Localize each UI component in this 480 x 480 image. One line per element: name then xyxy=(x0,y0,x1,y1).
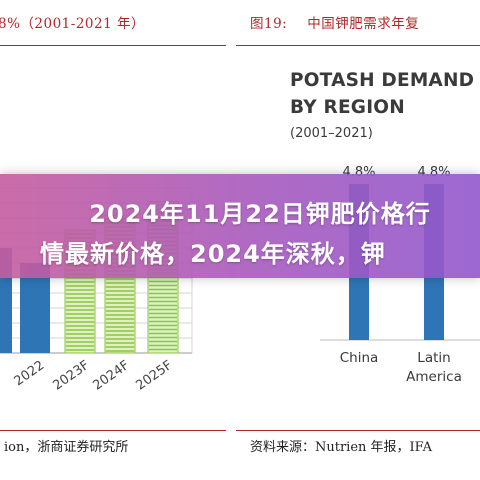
x-tick-label: 2025F xyxy=(133,358,175,394)
category-label: America xyxy=(406,369,462,385)
x-tick-label: 2023F xyxy=(50,358,92,394)
bar xyxy=(20,263,50,353)
right-source-note: 资料来源：Nutrien 年报，IFA xyxy=(250,440,432,455)
left-figure-title: 8%（2001-2021 年） xyxy=(0,16,145,32)
figure-number: 图19: xyxy=(250,16,288,32)
x-tick-label: 2022 xyxy=(12,358,48,389)
category-label: China xyxy=(340,350,379,366)
right-figure-title: 图19: 中国钾肥需求年复 xyxy=(250,12,419,32)
headline-line-2: 情最新价格，2024年深秋，钾 xyxy=(40,240,386,268)
figure-caption: 中国钾肥需求年复 xyxy=(307,16,420,32)
english-chart-title: POTASH DEMAND A BY REGION xyxy=(290,67,480,121)
x-tick-label: 2024F xyxy=(90,358,132,394)
left-top-rule xyxy=(0,45,226,46)
right-bottom-rule xyxy=(236,430,480,431)
left-bottom-rule xyxy=(0,430,226,431)
right-top-rule xyxy=(236,45,480,46)
left-source-note: ion，浙商证券研究所 xyxy=(4,440,129,455)
english-title-line-2: BY REGION xyxy=(290,97,405,118)
headline-line-1: 2024年11月22日钾肥价格行 xyxy=(89,200,431,228)
category-label: Latin xyxy=(417,350,450,366)
english-title-line-1: POTASH DEMAND A xyxy=(290,70,480,91)
headline-banner[interactable]: 2024年11月22日钾肥价格行 情最新价格，2024年深秋，钾 xyxy=(0,174,480,278)
english-chart-subtitle: (2001–2021) xyxy=(290,126,373,141)
